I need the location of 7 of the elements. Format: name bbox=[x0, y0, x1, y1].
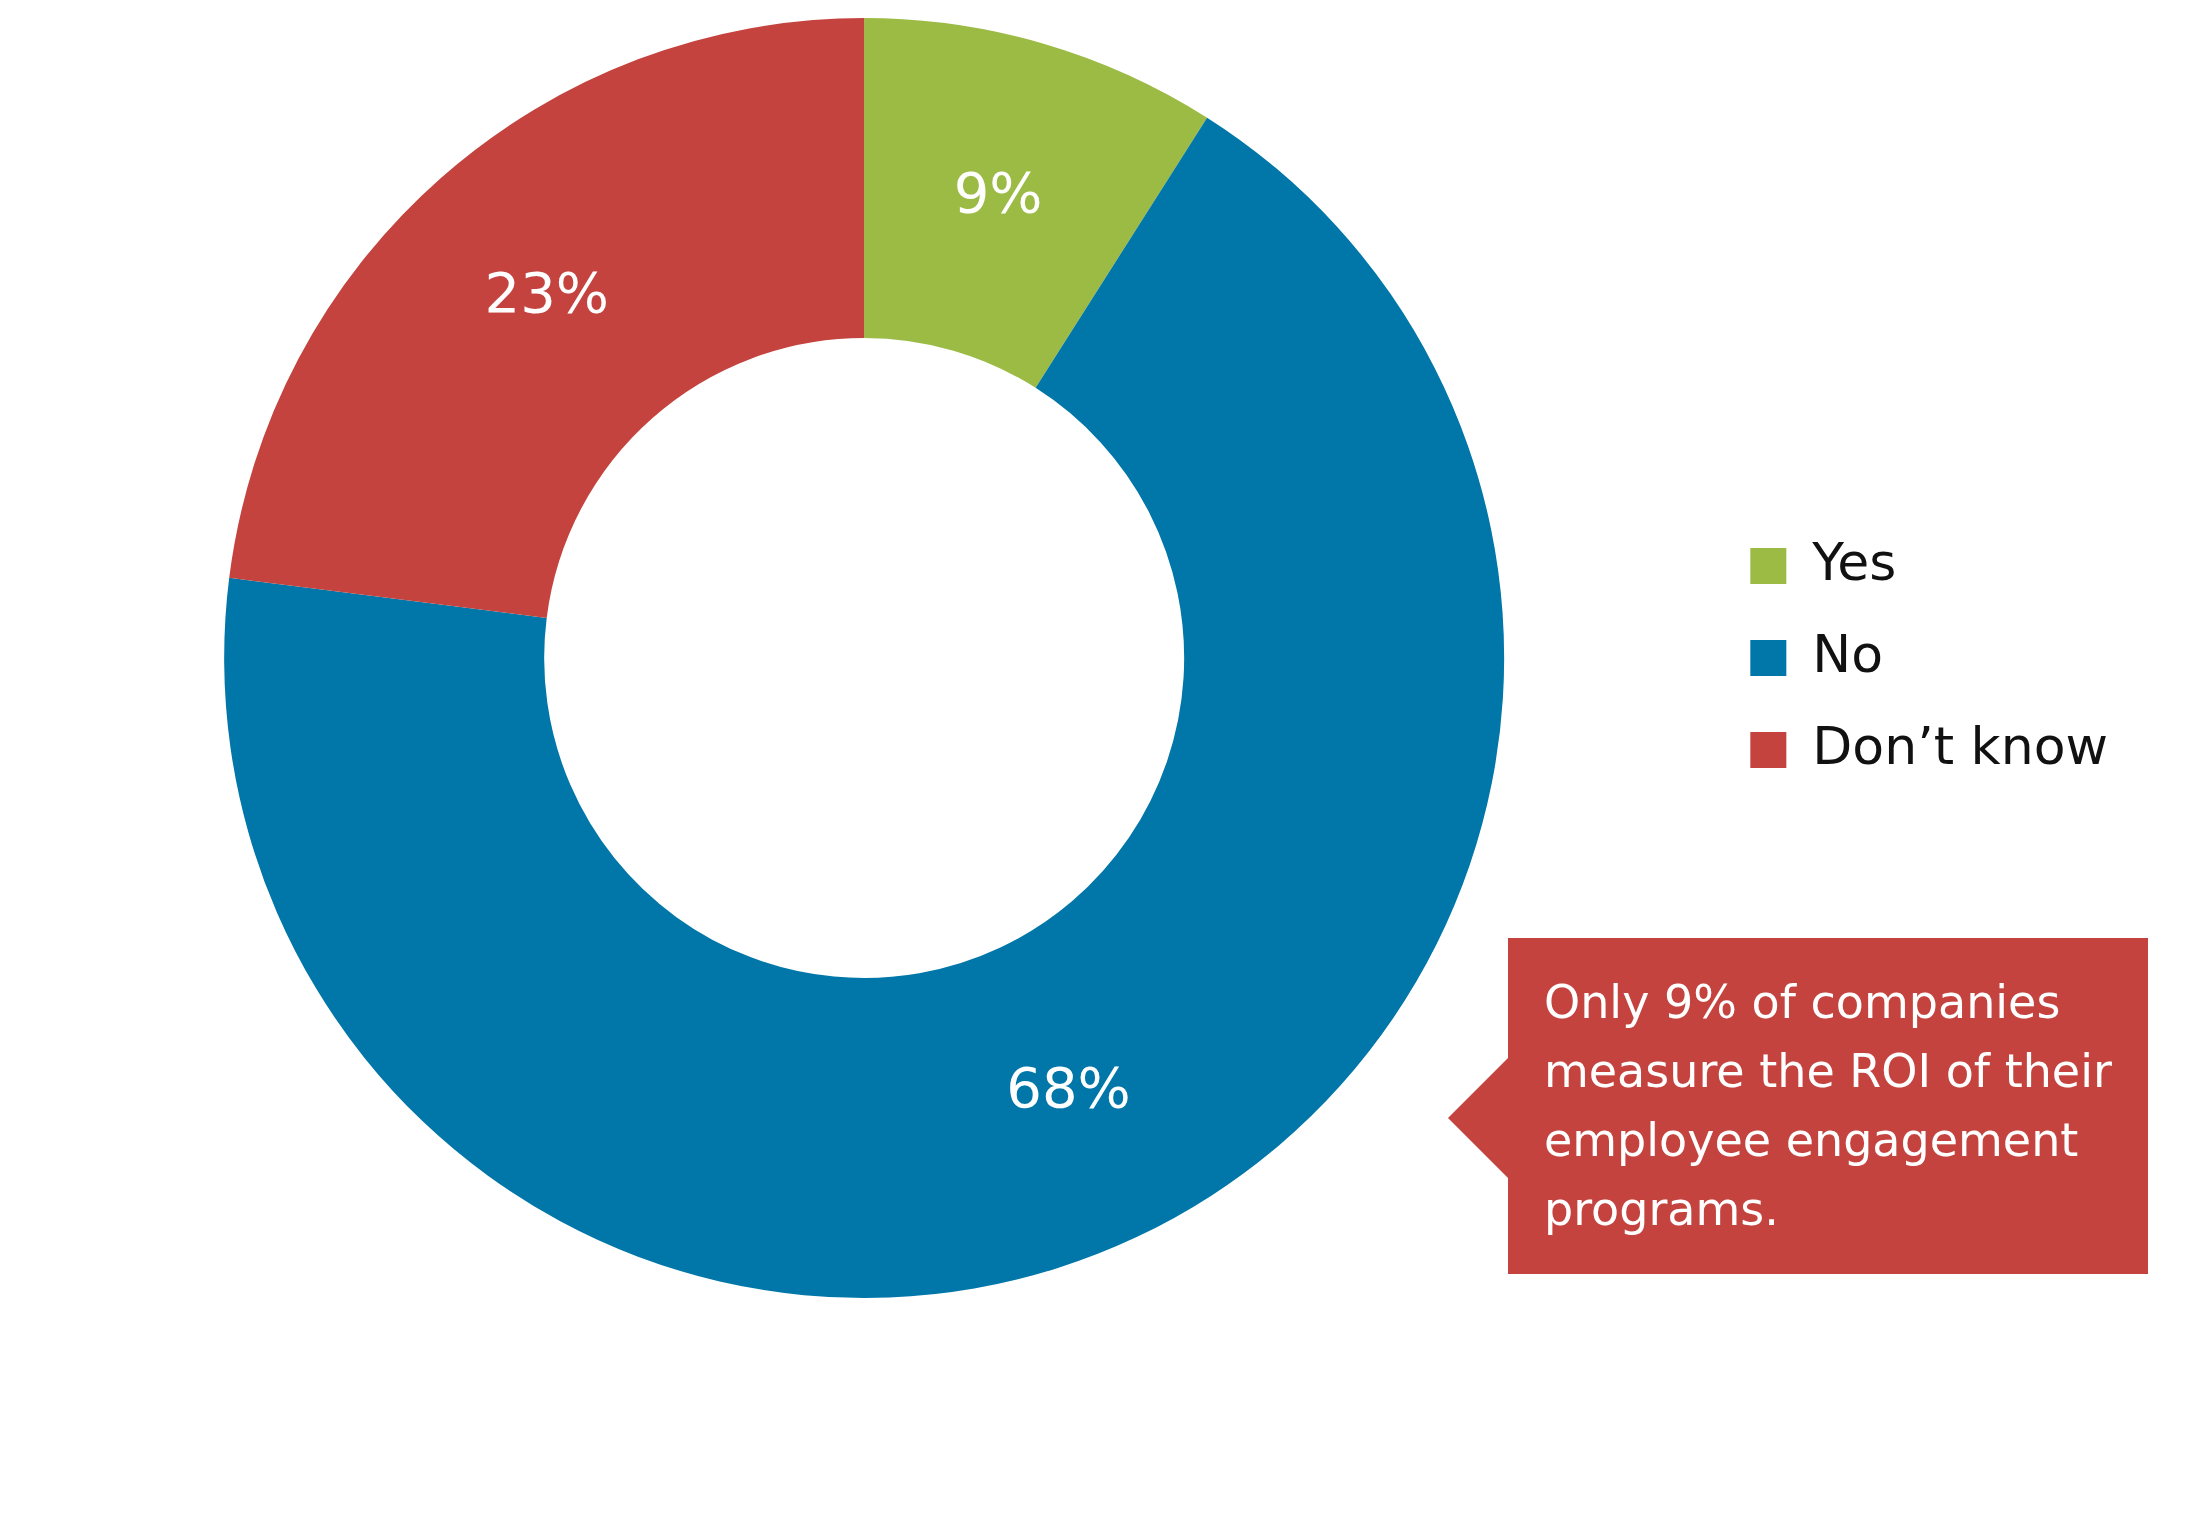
legend-label: Don’t know bbox=[1812, 715, 2109, 776]
data-label: 23% bbox=[484, 260, 609, 326]
text: Only 9% of companies measure the ROI of their employee engagement programs. bbox=[1508, 938, 2148, 1274]
data-label: 68% bbox=[1006, 1054, 1131, 1120]
legend-label: Yes bbox=[1811, 531, 1897, 592]
legend-label: No bbox=[1812, 623, 1884, 684]
data-label: 9% bbox=[953, 159, 1043, 225]
